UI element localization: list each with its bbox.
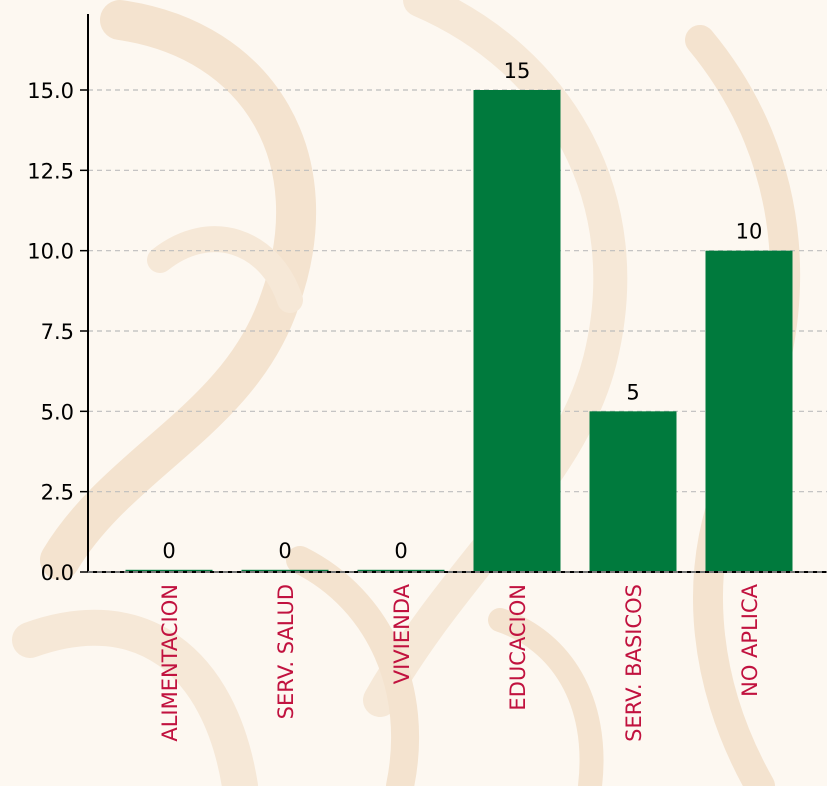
y-tick-label: 0.0 [41,561,74,585]
y-tick-label: 15.0 [27,79,74,103]
bar [473,90,561,572]
bar-value-label: 5 [626,380,639,404]
x-category-labels: ALIMENTACION SERV. SALUD VIVIENDA EDUCACION… [158,583,762,742]
y-tick-label: 7.5 [41,320,74,344]
bars [125,90,793,572]
bar-value-label: 0 [162,539,175,563]
bar [241,569,329,572]
x-category-label: VIVIENDA [390,583,414,684]
bar [357,569,445,572]
bar-value-label: 0 [278,539,291,563]
y-tick-label: 5.0 [41,400,74,424]
y-tick-label: 2.5 [41,481,74,505]
bar-value-label: 0 [394,539,407,563]
x-category-label: NO APLICA [738,583,762,696]
y-tick-labels: 0.0 2.5 5.0 7.5 10.0 12.5 15.0 [27,79,74,585]
bar-value-label: 10 [736,220,763,244]
y-tick-label: 10.0 [27,240,74,264]
bar [125,569,213,572]
value-labels: 0 0 0 15 5 10 [162,59,762,563]
bar [589,411,677,572]
bar [705,250,793,572]
axes [80,14,827,573]
x-category-label: SERV. BASICOS [622,584,646,742]
bar-value-label: 15 [504,59,531,83]
gridlines [88,89,827,493]
x-category-label: EDUCACION [506,584,530,711]
y-tick-label: 12.5 [27,159,74,183]
x-category-label: SERV. SALUD [274,584,298,719]
x-category-label: ALIMENTACION [158,584,182,742]
